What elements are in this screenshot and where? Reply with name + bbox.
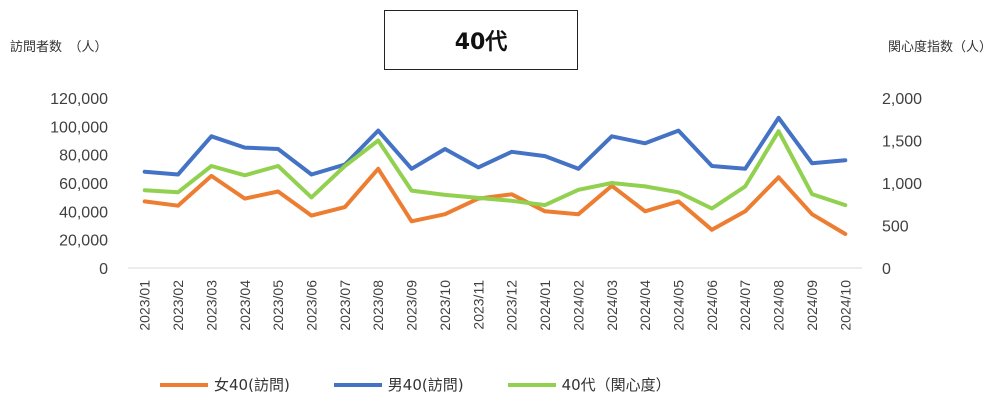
x-tick-label: 2024/07 <box>737 280 753 331</box>
x-tick-label: 2023/06 <box>304 280 320 331</box>
y-left-tick-label: 20,000 <box>59 233 108 250</box>
legend-label-female: 女40(訪問) <box>214 376 290 394</box>
x-tick-label: 2023/11 <box>470 280 486 330</box>
x-tick-label: 2024/03 <box>604 280 620 331</box>
x-tick-label: 2024/08 <box>771 280 787 331</box>
legend-label-male: 男40(訪問) <box>387 376 464 394</box>
legend-swatch-female <box>160 382 208 387</box>
series-line-0 <box>142 166 848 236</box>
y-axis-left-title: 訪問者数 （人） <box>10 40 108 55</box>
y-left-tick-label: 60,000 <box>59 176 108 193</box>
y-right-tick-label: 500 <box>882 219 909 236</box>
x-tick-label: 2024/10 <box>837 280 853 331</box>
legend-swatch-male <box>333 382 382 387</box>
y-right-tick-label: 1,000 <box>882 176 922 193</box>
x-tick-label: 2023/08 <box>370 280 386 331</box>
chart-title: 40代 <box>384 10 578 70</box>
x-tick-label: 2023/01 <box>137 280 153 331</box>
series-line-2 <box>142 129 848 211</box>
legend-item-female: 女40(訪問) <box>160 374 290 395</box>
x-tick-label: 2023/10 <box>437 280 453 331</box>
y-left-tick-label: 80,000 <box>59 148 108 165</box>
x-tick-label: 2023/07 <box>337 280 353 331</box>
series-line-1 <box>142 115 848 177</box>
x-tick-label: 2024/09 <box>804 280 820 331</box>
x-tick-label: 2024/06 <box>704 280 720 331</box>
y-right-tick-label: 2,000 <box>882 91 922 108</box>
y-left-tick-label: 100,000 <box>50 119 108 136</box>
y-left-tick-label: 0 <box>99 261 108 278</box>
y-axis-right-title: 関心度指数（人） <box>887 40 992 55</box>
y-left-tick-label: 40,000 <box>59 204 108 221</box>
legend-swatch-interest <box>507 382 556 387</box>
x-tick-label: 2024/04 <box>637 280 653 331</box>
legend-item-male: 男40(訪問) <box>333 374 464 395</box>
x-tick-label: 2023/09 <box>404 280 420 331</box>
x-tick-label: 2023/04 <box>237 280 253 331</box>
x-tick-label: 2024/05 <box>671 280 687 331</box>
y-right-tick-label: 0 <box>882 261 891 278</box>
legend-label-interest: 40代（関心度） <box>561 376 671 394</box>
x-tick-label: 2023/02 <box>170 280 186 331</box>
x-tick-label: 2023/03 <box>203 280 219 331</box>
y-right-tick-label: 1,500 <box>882 134 922 151</box>
x-tick-label: 2023/05 <box>270 280 286 331</box>
x-tick-label: 2024/01 <box>537 280 553 331</box>
legend-item-interest: 40代（関心度） <box>507 374 671 395</box>
x-tick-label: 2024/02 <box>570 280 586 331</box>
legend: 女40(訪問) 男40(訪問) 40代（関心度） <box>160 374 671 395</box>
x-tick-label: 2023/12 <box>504 280 520 331</box>
y-left-tick-label: 120,000 <box>50 91 108 108</box>
